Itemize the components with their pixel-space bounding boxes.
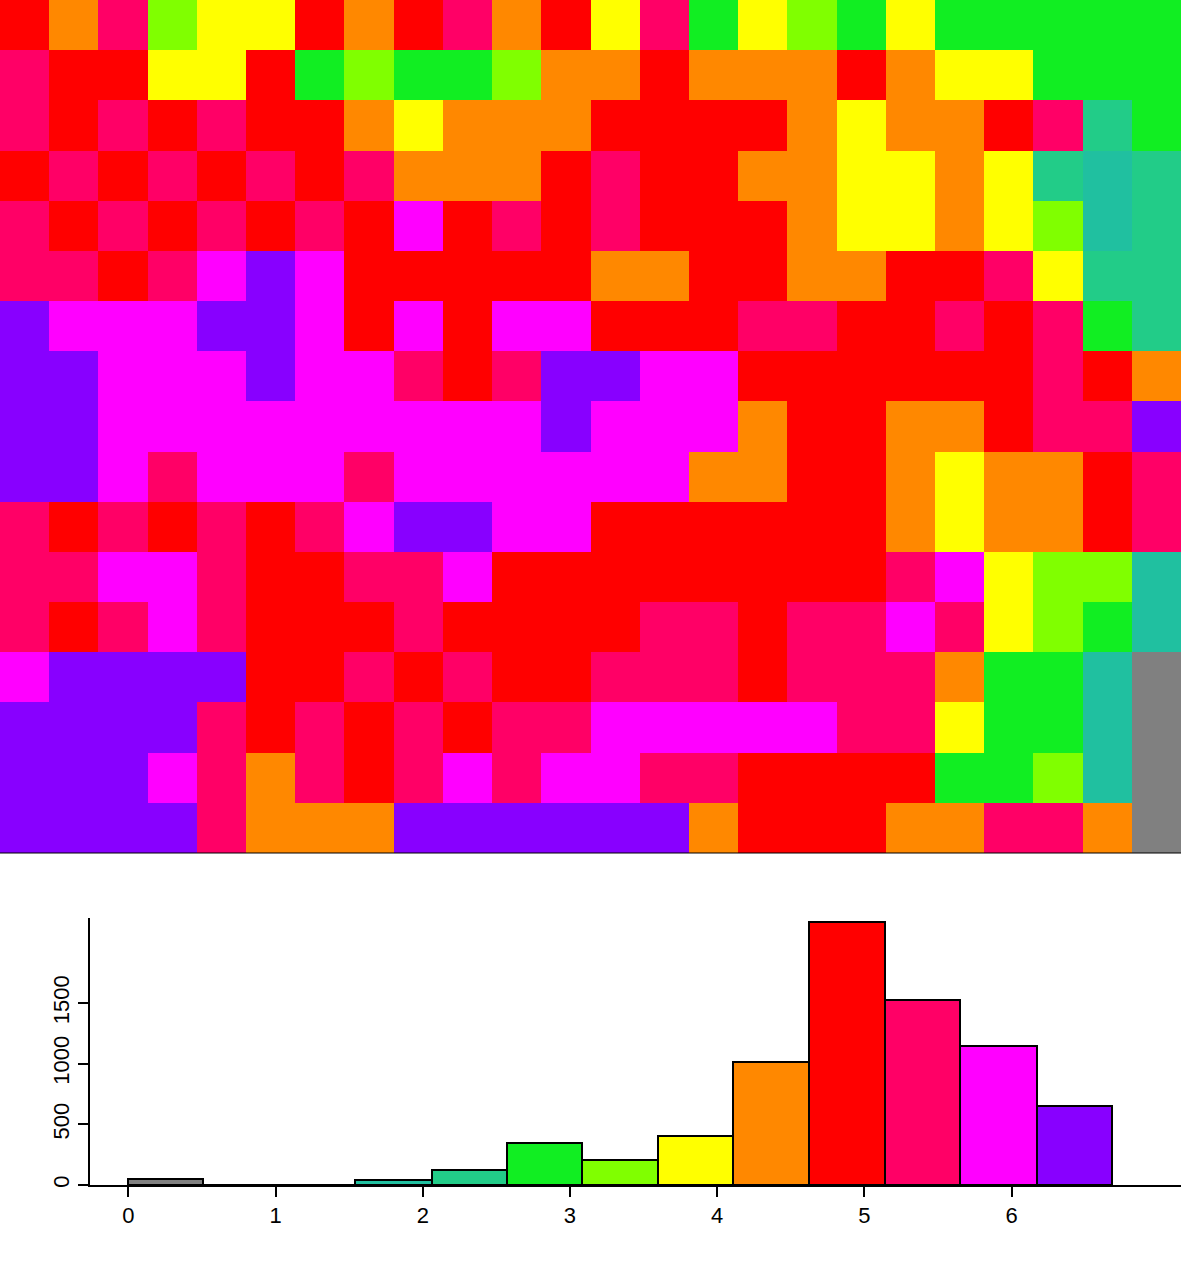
- svg-text:500: 500: [49, 1103, 74, 1140]
- svg-text:5: 5: [858, 1203, 870, 1228]
- svg-text:0: 0: [122, 1203, 134, 1228]
- svg-text:0: 0: [49, 1176, 74, 1188]
- svg-text:1500: 1500: [49, 975, 74, 1024]
- svg-text:4: 4: [711, 1203, 723, 1228]
- svg-text:1000: 1000: [49, 1036, 74, 1085]
- svg-text:6: 6: [1006, 1203, 1018, 1228]
- svg-text:3: 3: [564, 1203, 576, 1228]
- svg-text:2: 2: [417, 1203, 429, 1228]
- svg-text:1: 1: [269, 1203, 281, 1228]
